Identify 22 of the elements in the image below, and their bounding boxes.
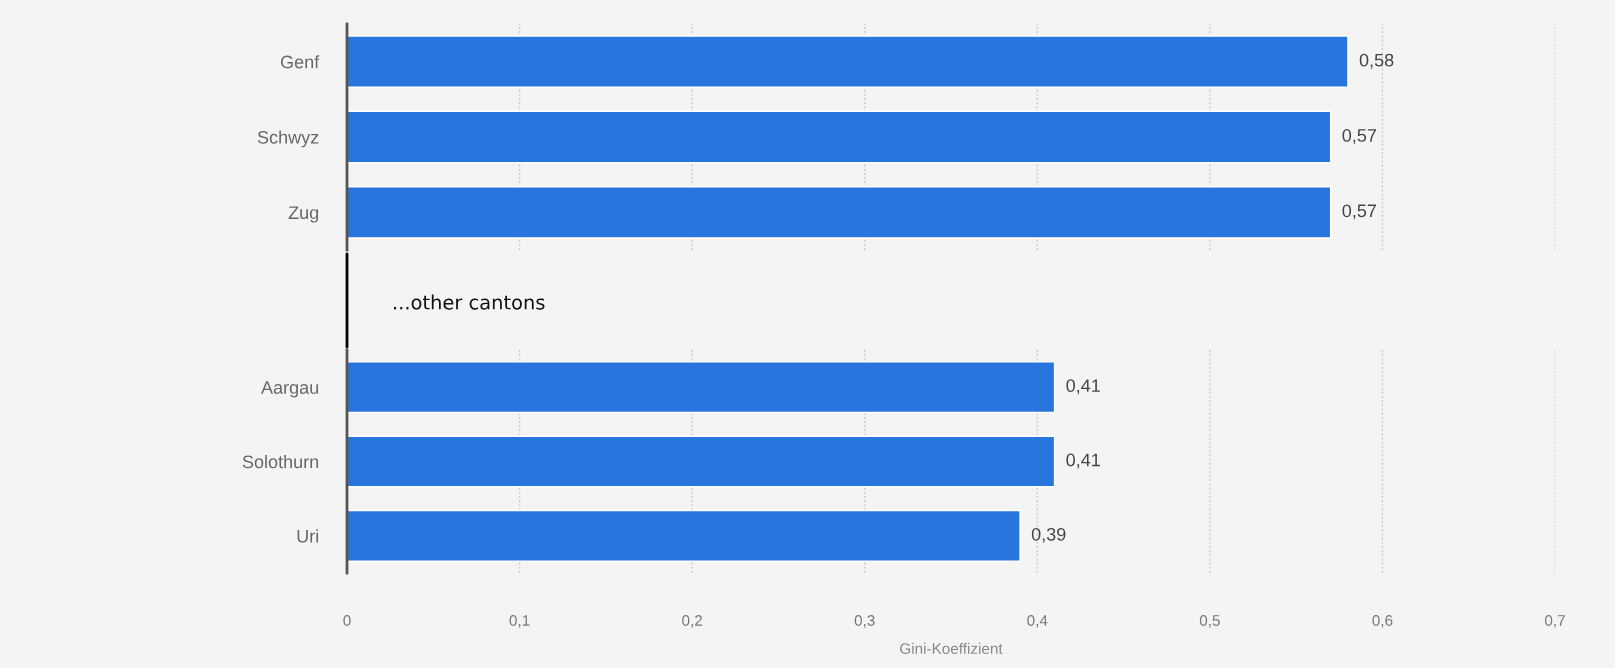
data-label: 0,57 <box>1342 204 1376 220</box>
x-tick-label: 0,4 <box>1027 615 1048 628</box>
data-label: 0,58 <box>1359 53 1394 69</box>
data-label: 0,39 <box>1031 527 1066 543</box>
x-tick-label: 0,2 <box>682 615 702 628</box>
y-tick-label: Uri <box>297 529 319 543</box>
x-tick-label: 0,1 <box>509 615 530 628</box>
x-tick-label: 0,6 <box>1372 615 1393 628</box>
y-tick-label: Solothurn <box>242 454 319 469</box>
data-label: 0,41 <box>1066 453 1100 469</box>
y-tick-label: Aargau <box>261 381 319 398</box>
x-tick-label: 0,3 <box>854 615 875 628</box>
data-label: 0,41 <box>1066 379 1100 395</box>
x-tick-label: 0 <box>343 615 351 626</box>
y-tick-label: Zug <box>288 206 319 223</box>
x-axis-title: Gini-Koeffizient <box>900 642 1003 655</box>
x-tick-label: 0,7 <box>1544 615 1565 628</box>
y-tick-label: Genf <box>280 55 320 69</box>
text: ...other cantons <box>394 294 545 310</box>
y-tick-label: Schwyz <box>257 130 319 148</box>
data-label: 0,57 <box>1342 129 1376 144</box>
x-tick-label: 0,5 <box>1199 615 1220 628</box>
